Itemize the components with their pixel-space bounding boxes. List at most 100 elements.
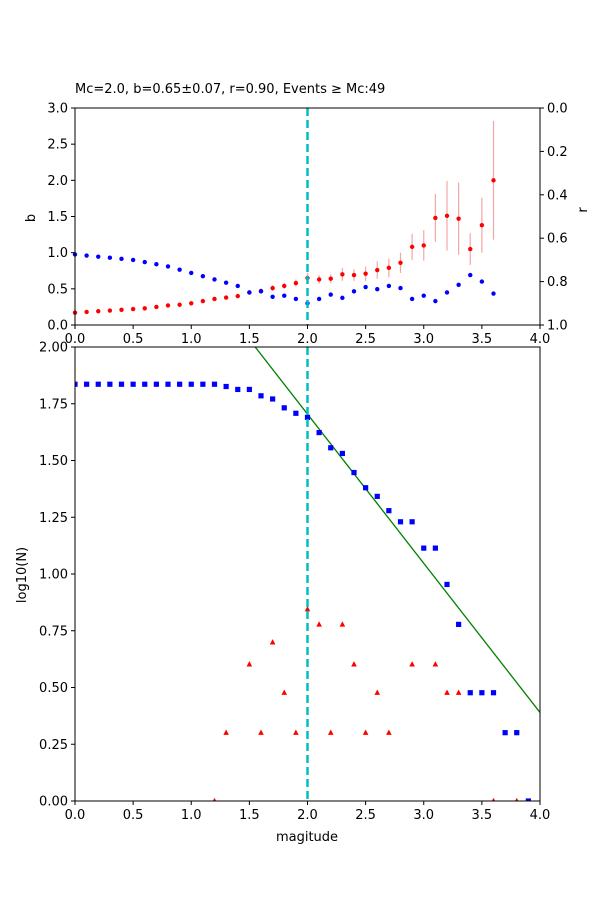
top-right-y-tick-label-4: 0.8 — [547, 275, 568, 290]
bottom-series-0-point-8 — [165, 381, 171, 387]
top-series-1-point-27 — [386, 283, 392, 289]
top-series-0-point-21 — [316, 277, 322, 282]
bottom-series-0-point-13 — [223, 383, 229, 390]
top-right-y-tick-label-0: 0.0 — [547, 102, 568, 117]
top-x-tick-label-4: 2.0 — [297, 332, 318, 347]
top-series-0-point-3 — [107, 308, 113, 313]
bottom-series-0-point-19 — [293, 410, 299, 416]
top-y-tick-label-0: 0.0 — [47, 319, 68, 334]
bottom-y-tick-label-5: 1.25 — [39, 511, 68, 526]
top-series-1-point-32 — [444, 290, 450, 295]
bottom-series-0-point-21 — [316, 429, 322, 436]
top-series-1-point-35 — [479, 279, 485, 284]
top-series-1-point-18 — [282, 293, 287, 298]
bottom-series-1-point-19 — [491, 797, 496, 801]
top-series-0-point-9 — [177, 302, 182, 307]
top-series-0-point-13 — [223, 295, 229, 300]
top-series-0-point-35 — [479, 222, 485, 228]
bottom-y-tick-label-2: 0.50 — [39, 681, 68, 696]
bottom-series-1-point-7 — [304, 605, 311, 612]
top-x-tick-label-2: 1.0 — [181, 332, 202, 347]
top-series-0-point-30 — [421, 243, 426, 248]
top-series-1-point-33 — [456, 282, 461, 288]
top-series-1-point-5 — [130, 257, 136, 263]
top-series-1-point-26 — [375, 286, 380, 292]
bottom-y-tick-label-7: 1.75 — [39, 397, 68, 412]
top-series-1-point-25 — [363, 284, 368, 290]
top-right-y-tick-label-1: 0.2 — [547, 145, 568, 160]
top-series-0-point-7 — [154, 304, 159, 310]
bottom-series-0-point-12 — [211, 381, 218, 387]
top-y-tick-label-2: 1.0 — [47, 246, 68, 261]
bottom-chart-frequency-magnitude-plot: 0.00 0.25 0.50 0.75 1.00 1.25 1.50 1.75 2.00 0.0 0… — [39, 341, 550, 824]
top-y-tick-label-1: 0.5 — [47, 282, 68, 297]
bottom-series-0-point-6 — [142, 381, 148, 387]
bottom-series-0-point-20 — [304, 414, 311, 420]
bottom-series-1-point-13 — [374, 689, 381, 695]
top-chart-title: Mc=2.0, b=0.65±0.07, r=0.90, Events ≥ Mc… — [75, 82, 385, 97]
bottom-series-0-point-29 — [409, 519, 415, 525]
bottom-series-1-point-3 — [258, 729, 264, 735]
bottom-series-1-point-9 — [327, 729, 334, 735]
bottom-series-0-point-32 — [444, 581, 450, 588]
top-series-0-point-25 — [363, 271, 368, 276]
bottom-series-0-point-37 — [502, 730, 508, 736]
top-series-0-point-6 — [142, 306, 147, 311]
top-series-0-point-4 — [119, 307, 124, 313]
top-y-tick-label-5: 2.5 — [47, 138, 68, 153]
top-series-1-point-11 — [200, 273, 206, 279]
top-series-1-point-3 — [107, 255, 113, 260]
bottom-y-tick-label-4: 1.00 — [39, 568, 68, 583]
top-chart-bvalue-plot: 0.0 0.5 1.0 1.5 2.0 2.5 3.0 0.0 0.2 0.4 0.6 0.8 1.0 0… — [47, 102, 567, 348]
top-series-1-point-19 — [293, 296, 299, 302]
bottom-series-0-point-36 — [490, 690, 497, 696]
bottom-series-0-point-26 — [374, 493, 380, 499]
top-series-1-point-6 — [142, 259, 147, 265]
top-series-0-point-5 — [130, 306, 136, 312]
bottom-series-1-point-15 — [409, 661, 415, 667]
bottom-series-1-point-12 — [362, 729, 369, 735]
top-series-0-point-10 — [189, 301, 194, 306]
bottom-series-0-point-7 — [153, 381, 159, 387]
top-series-1-point-21 — [316, 296, 322, 302]
top-series-0-point-18 — [282, 283, 287, 289]
bottom-series-0-point-1 — [84, 381, 90, 387]
top-series-1-point-4 — [119, 256, 124, 262]
top-series-1-point-12 — [212, 277, 217, 282]
top-series-0-point-22 — [328, 276, 333, 281]
top-series-1-point-10 — [189, 270, 194, 276]
top-series-1-point-2 — [96, 254, 101, 259]
top-series-1-point-30 — [421, 293, 426, 298]
top-x-tick-label-5: 2.5 — [355, 332, 376, 347]
bottom-series-1-point-14 — [386, 729, 392, 735]
bottom-x-tick-label-3: 1.5 — [239, 808, 260, 823]
bottom-series-0-point-27 — [386, 508, 392, 514]
top-right-y-axis-label: r — [576, 207, 591, 213]
bottom-x-tick-label-2: 1.0 — [181, 808, 202, 823]
bottom-series-0-point-35 — [479, 690, 485, 696]
bottom-series-1-point-2 — [246, 661, 253, 667]
top-series-1-point-24 — [351, 289, 357, 294]
bottom-x-tick-label-8: 4.0 — [530, 808, 551, 823]
top-series-0-point-36 — [491, 178, 496, 183]
bottom-series-0-point-22 — [328, 445, 334, 451]
bottom-x-tick-label-4: 2.0 — [297, 808, 318, 823]
bottom-series-1-point-0 — [212, 797, 217, 801]
bottom-series-0-point-9 — [177, 381, 183, 387]
top-series-0-point-34 — [468, 246, 473, 252]
bottom-series-0-point-30 — [421, 545, 427, 551]
bottom-series-0-point-0 — [75, 381, 78, 387]
top-series-1-point-9 — [177, 267, 182, 272]
top-series-0-point-14 — [235, 293, 240, 299]
top-series-1-point-8 — [165, 264, 171, 269]
bottom-series-0-point-23 — [339, 450, 345, 457]
top-y-tick-label-3: 1.5 — [47, 210, 68, 225]
top-series-0-point-1 — [84, 309, 89, 315]
top-series-0-point-29 — [409, 244, 415, 250]
bottom-y-tick-label-0: 0.00 — [39, 795, 68, 810]
bottom-fit-line — [254, 347, 540, 713]
bottom-series-0-point-33 — [456, 621, 462, 627]
top-series-0-point-17 — [270, 285, 275, 291]
bottom-series-1-point-5 — [281, 689, 288, 695]
bottom-x-tick-label-1: 0.5 — [123, 808, 144, 823]
